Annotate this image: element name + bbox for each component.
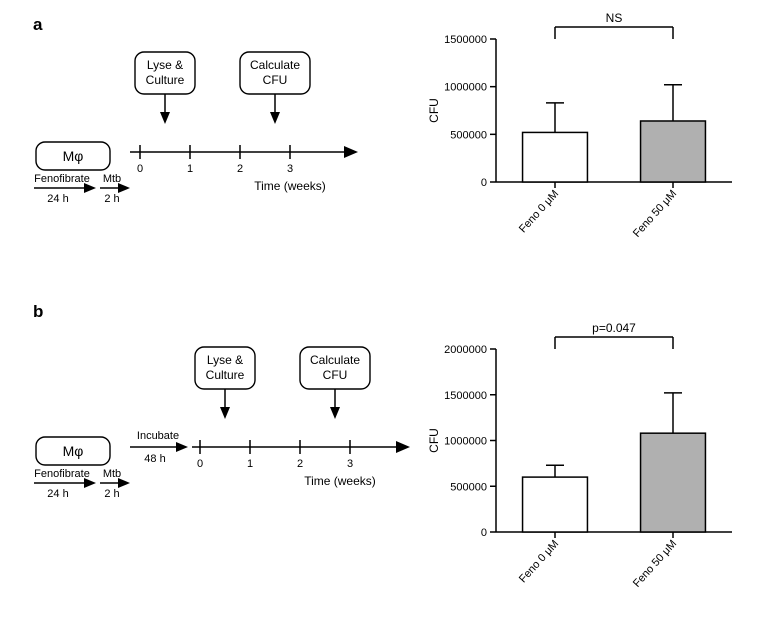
- svg-text:3: 3: [287, 163, 293, 175]
- feno-label: Fenofibrate: [34, 468, 90, 480]
- time-label: Time (weeks): [254, 179, 326, 193]
- y-tick-label: 500000: [450, 129, 487, 141]
- arrowhead-icon: [176, 442, 188, 452]
- mtb-time: 2 h: [104, 488, 119, 500]
- bar: [641, 121, 706, 182]
- svg-text:0: 0: [137, 163, 143, 175]
- panel-b-diagram: Lyse & Culture Calculate CFU Mφ Incubate…: [30, 325, 430, 560]
- mtb-label: Mtb: [103, 468, 121, 480]
- y-tick-label: 1000000: [444, 436, 487, 448]
- x-tick-label: Feno 50 μM: [631, 538, 679, 590]
- x-tick-label: Feno 0 μM: [517, 188, 561, 235]
- bar: [523, 477, 588, 532]
- lyse-text-2: Culture: [146, 73, 185, 87]
- y-tick-label: 0: [481, 527, 487, 539]
- feno-label: Fenofibrate: [34, 173, 90, 185]
- y-tick-label: 1500000: [444, 34, 487, 46]
- y-tick-label: 0: [481, 177, 487, 189]
- y-tick-label: 500000: [450, 481, 487, 493]
- arrowhead-icon: [270, 112, 280, 124]
- svg-text:2: 2: [237, 163, 243, 175]
- y-axis-label: CFU: [427, 428, 441, 453]
- bar: [523, 132, 588, 182]
- timeline-ticks: 0 1 2 3: [197, 440, 353, 470]
- bar: [641, 433, 706, 532]
- svg-text:2: 2: [297, 458, 303, 470]
- y-tick-label: 2000000: [444, 344, 487, 356]
- lyse-text-1: Lyse &: [147, 58, 183, 72]
- lyse-text-2: Culture: [206, 368, 245, 382]
- arrowhead-icon: [220, 407, 230, 419]
- mtb-time: 2 h: [104, 193, 119, 205]
- panel-a-chart: 0 500000 1000000 1500000 CFU Feno 0 μM Feno 50…: [420, 5, 750, 260]
- timeline-arrowhead-icon: [396, 441, 410, 453]
- mphi-text: Mφ: [63, 148, 84, 164]
- cfu-text-2: CFU: [323, 368, 348, 382]
- incubate-label: Incubate: [137, 430, 179, 442]
- arrowhead-icon: [330, 407, 340, 419]
- feno-time: 24 h: [47, 488, 68, 500]
- cfu-text-1: Calculate: [250, 58, 300, 72]
- mphi-text: Mφ: [63, 443, 84, 459]
- lyse-text-1: Lyse &: [207, 353, 243, 367]
- incubate-time: 48 h: [144, 453, 165, 465]
- y-axis-label: CFU: [427, 98, 441, 123]
- cfu-text-2: CFU: [263, 73, 288, 87]
- timeline-ticks: 0 1 2 3: [137, 145, 293, 175]
- panel-b-label: b: [33, 302, 43, 322]
- y-tick-label: 1000000: [444, 82, 487, 94]
- y-tick-label: 1500000: [444, 390, 487, 402]
- svg-text:0: 0: [197, 458, 203, 470]
- svg-text:1: 1: [247, 458, 253, 470]
- mtb-label: Mtb: [103, 173, 121, 185]
- panel-a-diagram: Lyse & Culture Calculate CFU Mφ 0 1 2 3 …: [30, 30, 400, 240]
- x-tick-label: Feno 50 μM: [631, 188, 679, 240]
- significance-label: p=0.047: [592, 321, 636, 335]
- arrowhead-icon: [160, 112, 170, 124]
- x-tick-label: Feno 0 μM: [517, 538, 561, 585]
- svg-text:1: 1: [187, 163, 193, 175]
- timeline-arrowhead-icon: [344, 146, 358, 158]
- panel-b-chart: 0 500000 1000000 1500000 2000000 CFU Feno 0 μM…: [420, 315, 750, 610]
- feno-time: 24 h: [47, 193, 68, 205]
- time-label: Time (weeks): [304, 474, 376, 488]
- svg-text:3: 3: [347, 458, 353, 470]
- cfu-text-1: Calculate: [310, 353, 360, 367]
- significance-label: NS: [606, 11, 623, 25]
